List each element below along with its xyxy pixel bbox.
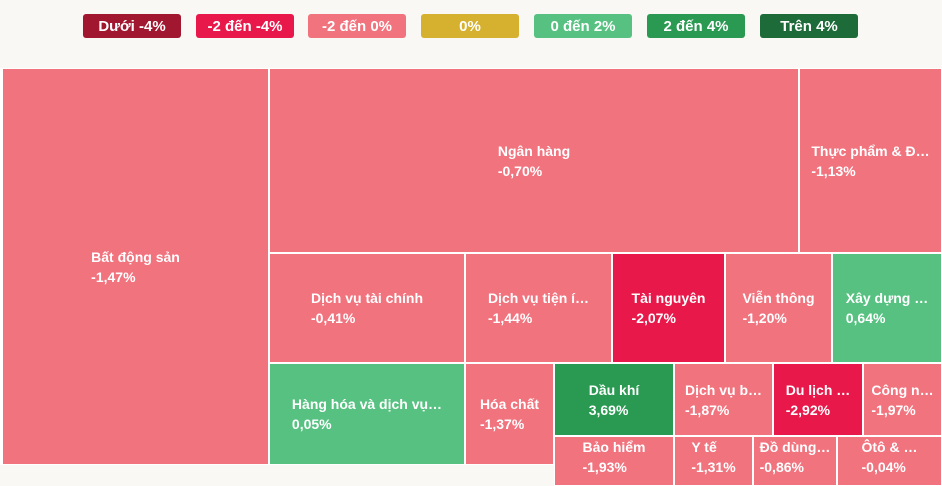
tile-name: Ôtô & … — [861, 439, 918, 455]
tile-name: Hóa chất — [479, 396, 540, 412]
tile[interactable]: Xây dựng … 0,64% — [832, 253, 942, 363]
tile-label: Ôtô & … -0,04% — [862, 437, 918, 477]
tile-label: Dịch vụ tài chính -0,41% — [311, 288, 423, 328]
tile-name: Tài nguyên — [631, 290, 706, 306]
legend-item[interactable]: Trên 4% — [760, 14, 858, 38]
tile-label: Công n… -1,97% — [871, 380, 933, 420]
tile-name: Du lịch … — [785, 381, 851, 398]
tile-name: Ngân hàng — [497, 142, 571, 159]
tile-value: 3,69% — [588, 401, 629, 418]
tile-value: -0,41% — [310, 310, 356, 326]
tile-label: Dịch vụ b… -1,87% — [685, 380, 762, 420]
tile-value: -1,31% — [691, 459, 736, 475]
tile-value: -1,97% — [871, 401, 916, 418]
tile[interactable]: Viễn thông -1,20% — [725, 253, 832, 363]
tile-value: -2,07% — [631, 310, 676, 326]
tile-label: Ngân hàng -0,70% — [498, 141, 570, 181]
tile-label: Dịch vụ tiện í… -1,44% — [488, 288, 589, 328]
tile-name: Đồ dùng… — [759, 439, 831, 455]
tile[interactable]: Ngân hàng -0,70% — [269, 68, 799, 253]
page: Dưới -4% -2 đến -4% -2 đến 0% 0% 0 đến 2% 2 đ… — [0, 14, 942, 486]
tile-value: -1,93% — [582, 459, 627, 475]
tile-name: Bảo hiểm — [582, 439, 646, 455]
tile[interactable]: Du lịch … -2,92% — [773, 363, 863, 436]
tile-name: Thực phẩm & Đ… — [811, 142, 930, 159]
tile[interactable]: Bảo hiểm -1,93% — [554, 436, 674, 486]
tile[interactable]: Tài nguyên -2,07% — [612, 253, 725, 363]
tile-name: Hàng hóa và dịch vụ… — [291, 396, 443, 412]
tile-label: Y tế -1,31% — [691, 437, 735, 477]
legend-item[interactable]: 2 đến 4% — [647, 14, 745, 38]
tile-value: -0,04% — [861, 459, 906, 475]
tile[interactable]: Dịch vụ tiện í… -1,44% — [465, 253, 612, 363]
tile-label: Đồ dùng… -0,86% — [760, 437, 831, 477]
tile-label: Thực phẩm & Đ… -1,13% — [811, 141, 929, 181]
tile-label: Dầu khí 3,69% — [589, 380, 640, 420]
tile-name: Dịch vụ tiện í… — [487, 290, 590, 306]
tile-name: Viễn thông — [742, 290, 815, 306]
legend-item[interactable]: 0% — [421, 14, 519, 38]
legend-item[interactable]: 0 đến 2% — [534, 14, 632, 38]
tile-label: Du lịch … -2,92% — [786, 380, 851, 420]
legend-item[interactable]: Dưới -4% — [83, 14, 181, 38]
tile-value: -2,92% — [785, 401, 831, 418]
tile-name: Dịch vụ b… — [684, 381, 762, 398]
tile-label: Xây dựng … 0,64% — [846, 288, 928, 328]
tile[interactable]: Y tế -1,31% — [674, 436, 753, 486]
tile-label: Bảo hiểm -1,93% — [582, 437, 645, 477]
tile-name: Công n… — [871, 381, 934, 398]
tile-name: Xây dựng … — [845, 290, 929, 306]
tile[interactable]: Dịch vụ b… -1,87% — [674, 363, 773, 436]
tile-value: -1,13% — [811, 162, 856, 179]
tile[interactable]: Dịch vụ tài chính -0,41% — [269, 253, 465, 363]
tile-label: Viễn thông -1,20% — [742, 288, 814, 328]
tile-label: Tài nguyên -2,07% — [632, 288, 706, 328]
tile[interactable]: Ôtô & … -0,04% — [837, 436, 942, 486]
tile-value: -1,37% — [479, 416, 525, 432]
tile[interactable]: Bất động sản -1,47% — [2, 68, 269, 465]
tile-value: -1,44% — [487, 310, 533, 326]
tile-value: -1,20% — [742, 310, 787, 326]
treemap: Bất động sản -1,47% Ngân hàng -0,70% Thực ph… — [0, 68, 942, 486]
tile-value: -0,70% — [497, 162, 543, 179]
tile-value: 0,64% — [845, 310, 886, 326]
legend-item[interactable]: -2 đến 0% — [308, 14, 406, 38]
tile-value: -1,87% — [684, 401, 730, 418]
tile-value: 0,05% — [291, 416, 332, 432]
tile[interactable]: Hóa chất -1,37% — [465, 363, 554, 465]
tile[interactable]: Hàng hóa và dịch vụ… 0,05% — [269, 363, 465, 465]
tile-value: -1,47% — [91, 268, 136, 285]
tile[interactable]: Công n… -1,97% — [863, 363, 942, 436]
tile-value: -0,86% — [759, 459, 804, 475]
tile[interactable]: Thực phẩm & Đ… -1,13% — [799, 68, 942, 253]
tile[interactable]: Dầu khí 3,69% — [554, 363, 674, 436]
tile-label: Hàng hóa và dịch vụ… 0,05% — [292, 394, 442, 434]
tile-name: Dầu khí — [588, 381, 640, 398]
tile-label: Hóa chất -1,37% — [480, 394, 539, 434]
tile-label: Bất động sản -1,47% — [91, 247, 180, 287]
legend-item[interactable]: -2 đến -4% — [196, 14, 294, 38]
tile-name: Bất động sản — [91, 248, 180, 265]
tile[interactable]: Đồ dùng… -0,86% — [753, 436, 837, 486]
tile-name: Y tế — [691, 439, 717, 455]
tile-name: Dịch vụ tài chính — [310, 290, 423, 306]
